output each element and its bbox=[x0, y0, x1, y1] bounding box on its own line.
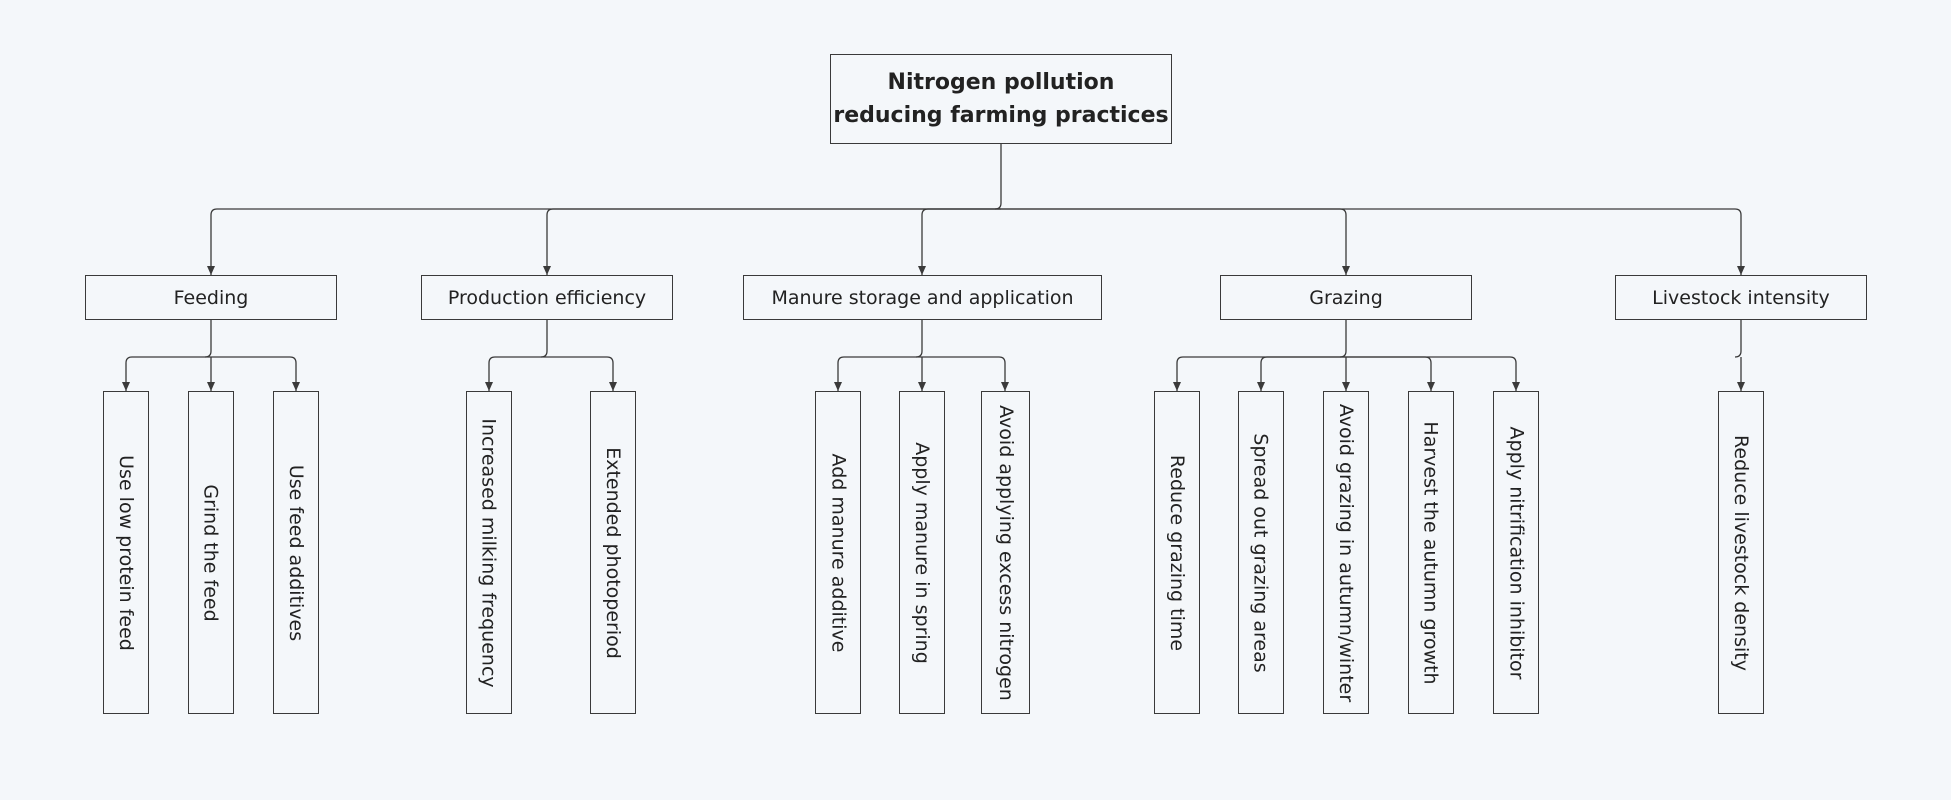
leaf-avoid-grazing-autumn-winter: Avoid grazing in autumn/winter bbox=[1323, 391, 1369, 714]
feeding-connector-trunk bbox=[204, 320, 212, 358]
root-connector-arrow-0 bbox=[207, 208, 1001, 275]
manure-connector-trunk bbox=[915, 320, 923, 358]
manure-connector-arrow-0 bbox=[834, 356, 922, 391]
leaf-increased-milking-frequency: Increased milking frequency bbox=[466, 391, 512, 714]
leaf-label: Grind the feed bbox=[200, 483, 222, 622]
feeding-connector-arrow-2 bbox=[211, 356, 300, 391]
leaf-label: Harvest the autumn growth bbox=[1420, 420, 1443, 685]
category-grazing: Grazing bbox=[1220, 275, 1472, 320]
grazing-connector-arrow-1 bbox=[1257, 356, 1346, 391]
leaf-label: Use low protein feed bbox=[115, 454, 138, 651]
leaf-label: Avoid applying excess nitrogen bbox=[994, 404, 1017, 701]
root-connector-arrow-1 bbox=[543, 208, 1001, 275]
category-feeding: Feeding bbox=[85, 275, 337, 320]
leaf-label: Add manure additive bbox=[827, 453, 850, 652]
category-label: Grazing bbox=[1309, 286, 1383, 309]
root-connector-arrow-3 bbox=[1001, 208, 1350, 275]
category-manure-storage: Manure storage and application bbox=[743, 275, 1102, 320]
root-connector-arrow-2 bbox=[918, 208, 1001, 275]
leaf-grind-the-feed: Grind the feed bbox=[188, 391, 234, 714]
grazing-connector-trunk bbox=[1339, 320, 1347, 358]
livestock-connector-trunk bbox=[1734, 320, 1742, 358]
leaf-apply-manure-in-spring: Apply manure in spring bbox=[899, 391, 945, 714]
leaf-label: Extended photoperiod bbox=[602, 446, 625, 659]
leaf-label: Avoid grazing in autumn/winter bbox=[1335, 403, 1357, 702]
leaf-avoid-applying-excess-nitrogen: Avoid applying excess nitrogen bbox=[981, 391, 1030, 714]
leaf-reduce-livestock-density: Reduce livestock density bbox=[1718, 391, 1764, 714]
category-production-efficiency: Production efficiency bbox=[421, 275, 673, 320]
leaf-apply-nitrification-inhibitor: Apply nitrification inhibitor bbox=[1493, 391, 1539, 714]
leaf-use-feed-additives: Use feed additives bbox=[273, 391, 319, 714]
leaf-label: Reduce grazing time bbox=[1166, 454, 1188, 651]
root-connector-arrow-4 bbox=[1001, 208, 1745, 275]
root-connector-trunk bbox=[994, 144, 1002, 210]
leaf-label: Apply nitrification inhibitor bbox=[1505, 426, 1527, 679]
leaf-label: Increased milking frequency bbox=[478, 417, 501, 688]
grazing-connector-arrow-0 bbox=[1173, 356, 1346, 391]
leaf-reduce-grazing-time: Reduce grazing time bbox=[1154, 391, 1200, 714]
grazing-connector-arrow-3 bbox=[1346, 356, 1435, 391]
root-node: Nitrogen pollution reducing farming prac… bbox=[830, 54, 1172, 144]
leaf-spread-out-grazing-areas: Spread out grazing areas bbox=[1238, 391, 1284, 714]
root-title-line-2: reducing farming practices bbox=[833, 103, 1169, 128]
leaf-label: Reduce livestock density bbox=[1730, 434, 1752, 671]
leaf-label: Use feed additives bbox=[285, 464, 307, 641]
category-label: Production efficiency bbox=[447, 286, 647, 309]
root-title-line-1: Nitrogen pollution bbox=[887, 70, 1115, 95]
production-connector-trunk bbox=[540, 320, 548, 358]
grazing-connector-arrow-4 bbox=[1346, 356, 1520, 391]
leaf-add-manure-additive: Add manure additive bbox=[815, 391, 861, 714]
leaf-harvest-autumn-growth: Harvest the autumn growth bbox=[1408, 391, 1454, 714]
leaf-label: Spread out grazing areas bbox=[1250, 432, 1272, 673]
feeding-connector-arrow-0 bbox=[122, 356, 211, 391]
leaf-use-low-protein-feed: Use low protein feed bbox=[103, 391, 149, 714]
manure-connector-arrow-2 bbox=[922, 356, 1009, 391]
category-label: Feeding bbox=[173, 286, 249, 309]
category-label: Livestock intensity bbox=[1652, 286, 1830, 309]
category-label: Manure storage and application bbox=[771, 286, 1074, 309]
leaf-label: Apply manure in spring bbox=[911, 441, 933, 664]
leaf-extended-photoperiod: Extended photoperiod bbox=[590, 391, 636, 714]
production-connector-arrow-0 bbox=[485, 356, 547, 391]
production-connector-arrow-1 bbox=[547, 356, 617, 391]
category-livestock-intensity: Livestock intensity bbox=[1615, 275, 1867, 320]
